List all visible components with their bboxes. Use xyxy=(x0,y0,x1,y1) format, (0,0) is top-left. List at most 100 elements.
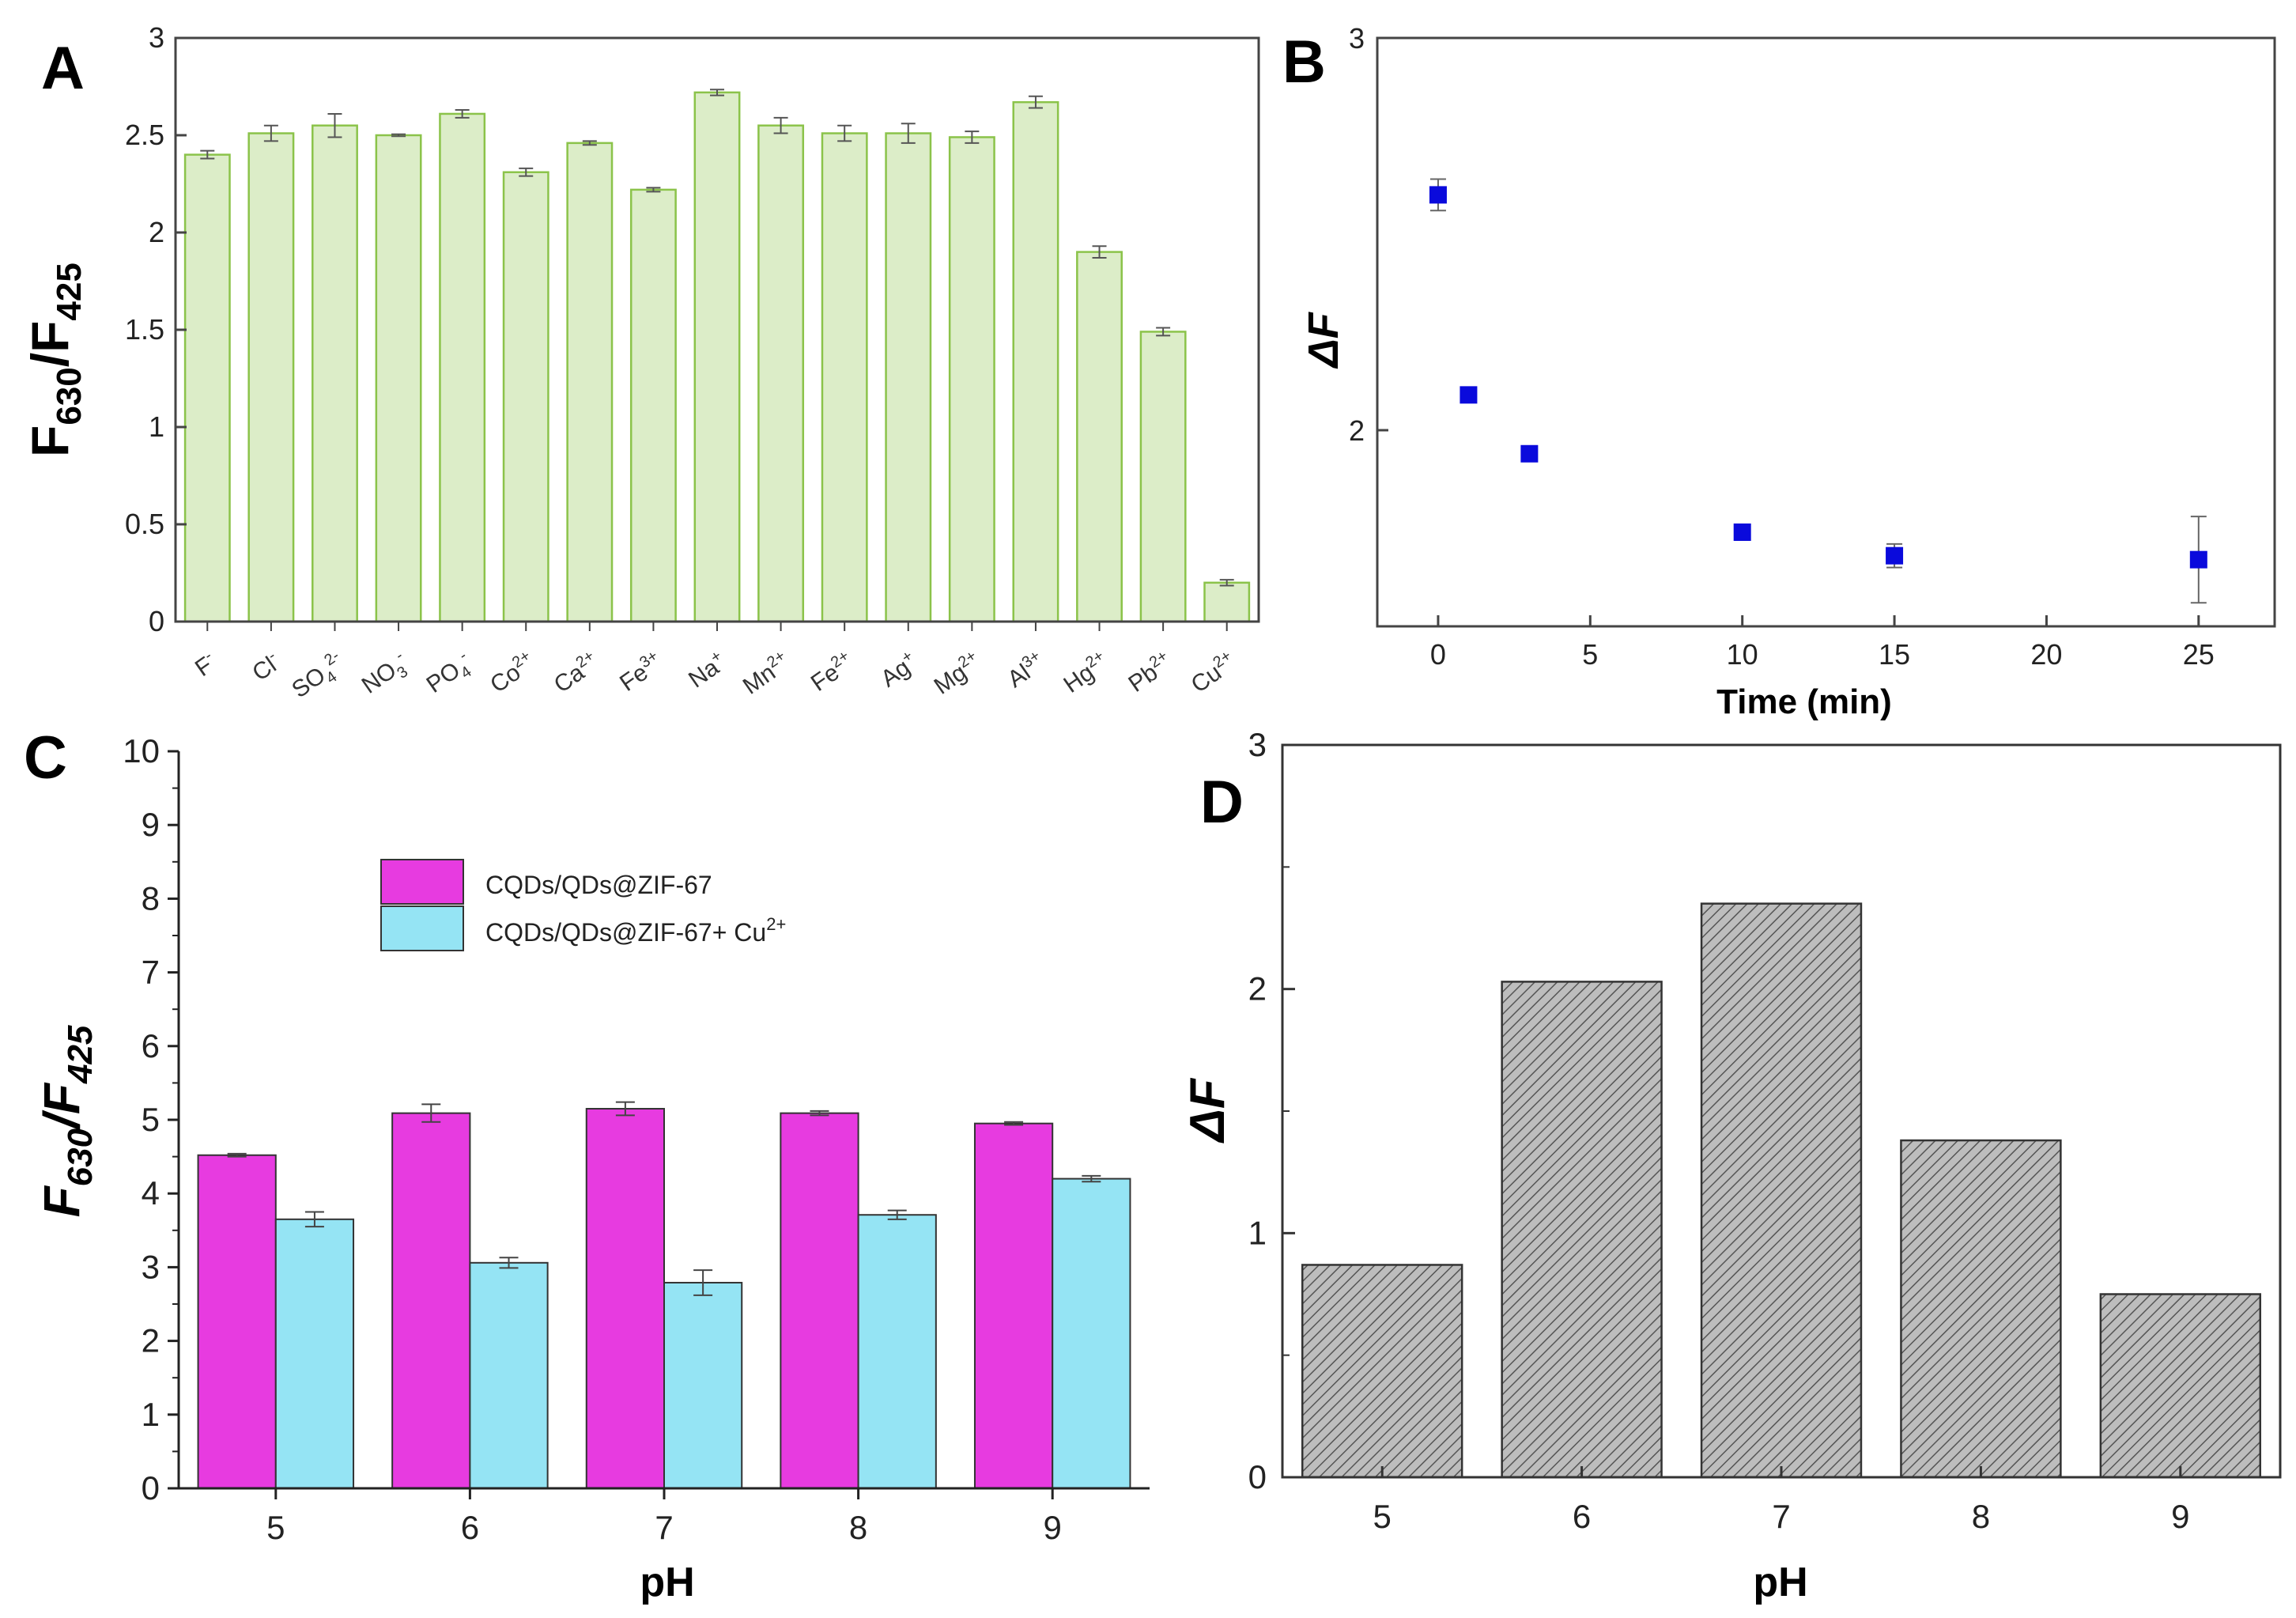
panel-c-ytick-label: 9 xyxy=(142,806,160,843)
panel-a-bar xyxy=(629,188,677,623)
panel-b-chart: 0 5 10 15 20 25 2 3 B ΔF Time (min) xyxy=(1282,22,2276,721)
panel-b-data-point xyxy=(1460,386,1478,404)
panel-a-bar xyxy=(885,132,932,623)
panel-c-ytick-label: 5 xyxy=(142,1101,160,1138)
panel-a-bar xyxy=(439,112,486,623)
panel-a-ytick-label: 3 xyxy=(149,21,164,54)
panel-a-bar xyxy=(183,153,231,623)
legend-swatch-series-1 xyxy=(380,859,464,905)
panel-a-bar xyxy=(502,171,549,623)
panel-d-xtick-label: 5 xyxy=(1373,1498,1392,1535)
panel-d-xlabel: pH xyxy=(1753,1559,1807,1605)
panel-b-ytick-label: 3 xyxy=(1349,22,1365,55)
panel-c-xtick-label: 6 xyxy=(461,1509,479,1546)
panel-c-bar-series-2 xyxy=(857,1214,937,1490)
panel-d-ytick-label: 1 xyxy=(1248,1214,1267,1251)
panel-c-bar-series-1 xyxy=(585,1108,666,1490)
panel-a-category-label: Hg2+ xyxy=(1058,647,1114,698)
panel-a-category-label: Mg2+ xyxy=(928,647,986,699)
panel-a-bar xyxy=(1139,331,1187,623)
panel-c-legend: CQDs/QDs@ZIF-67 CQDs/QDs@ZIF-67+ Cu2+ xyxy=(380,859,786,951)
panel-a-category-label: Co2+ xyxy=(484,647,540,698)
panel-a-category-label: Al3+ xyxy=(1002,647,1050,693)
panel-d-ytick-label: 0 xyxy=(1248,1458,1267,1495)
panel-b-xtick-label: 0 xyxy=(1430,638,1446,671)
panel-c-ytick-label: 2 xyxy=(142,1322,160,1359)
panel-a-category-label: SO42- xyxy=(286,647,352,707)
panel-b-ytick-label: 2 xyxy=(1349,414,1365,447)
panel-a-category-label: F- xyxy=(189,647,221,682)
legend-swatch-series-2 xyxy=(380,905,464,951)
panel-b-xtick-label: 15 xyxy=(1879,638,1910,671)
panel-c-label: C xyxy=(24,724,67,792)
panel-c-bar-series-2 xyxy=(469,1261,549,1489)
panel-d-ytick-label: 3 xyxy=(1248,726,1267,763)
panel-a-category-label: Cu2+ xyxy=(1185,647,1241,698)
panel-a-bar xyxy=(821,132,868,623)
panel-c-bar-series-1 xyxy=(391,1112,471,1490)
panel-c-ylabel: F630/F425 xyxy=(33,1025,100,1217)
panel-d-label: D xyxy=(1200,769,1244,836)
panel-a-bar xyxy=(948,136,995,623)
panel-c-xtick-label: 8 xyxy=(849,1509,867,1546)
panel-a-bar xyxy=(1203,581,1251,623)
panel-d-chart: 0 1 2 3 5 6 7 8 9 D ΔF pH xyxy=(1180,726,2282,1605)
panel-a-ytick-label: 1.5 xyxy=(125,313,164,346)
panel-c-ytick-label: 8 xyxy=(142,879,160,917)
panel-a-label: A xyxy=(41,35,85,102)
panel-c-chart: 0 1 2 3 4 5 6 7 8 9 10 5 6 7 8 9 C F630/F425 pH CQDs/QD… xyxy=(24,724,1150,1605)
panel-a-bar xyxy=(375,134,422,623)
panel-d-xtick-label: 6 xyxy=(1573,1498,1591,1535)
panel-d-xtick-label: 7 xyxy=(1772,1498,1790,1535)
panel-b-xtick-label: 5 xyxy=(1582,638,1598,671)
panel-a-category-label: Fe2+ xyxy=(805,647,859,697)
panel-a-category-label: Na+ xyxy=(682,647,731,693)
panel-a-ytick-label: 2.5 xyxy=(125,119,164,151)
panel-a-ylabel: F630/F425 xyxy=(21,263,89,457)
panel-a-bar xyxy=(1012,100,1059,623)
panel-c-ytick-label: 7 xyxy=(142,954,160,991)
panel-c-xtick-label: 5 xyxy=(266,1509,285,1546)
panel-b-xtick-label: 10 xyxy=(1727,638,1758,671)
panel-b-xtick-label: 25 xyxy=(2183,638,2215,671)
panel-d-xtick-label: 8 xyxy=(1972,1498,1990,1535)
panel-a-ytick-label: 0 xyxy=(149,605,164,637)
panel-b-data-point xyxy=(2189,550,2207,569)
panel-b-data-point xyxy=(1429,186,1447,204)
panel-a-category-label: Fe3+ xyxy=(614,647,667,697)
panel-c-ytick-label: 6 xyxy=(142,1027,160,1064)
panel-d-bar xyxy=(1501,981,1663,1479)
panel-d-bar xyxy=(2099,1293,2262,1479)
panel-a-ytick-label: 1 xyxy=(149,410,164,443)
panel-d-bar xyxy=(1900,1139,2062,1479)
panel-a-category-label: Ag+ xyxy=(874,647,922,692)
panel-c-bar-series-2 xyxy=(274,1218,355,1489)
panel-b-data-point xyxy=(1520,444,1539,463)
panel-d-xtick-label: 9 xyxy=(2171,1498,2189,1535)
panel-c-xtick-label: 9 xyxy=(1044,1509,1062,1546)
panel-a-ytick-label: 2 xyxy=(149,216,164,248)
panel-c-bar-series-1 xyxy=(197,1154,277,1489)
panel-b-frame xyxy=(1376,36,2276,628)
panel-a-bar xyxy=(566,142,614,623)
panel-b-xlabel: Time (min) xyxy=(1716,682,1892,721)
panel-c-xlabel: pH xyxy=(640,1559,694,1605)
panel-d-ylabel: ΔF xyxy=(1180,1077,1235,1144)
panel-c-bar-series-2 xyxy=(1052,1178,1131,1490)
panel-b-data-point xyxy=(1886,546,1904,565)
panel-c-bar-series-1 xyxy=(780,1112,859,1490)
panel-a-ytick-label: 0.5 xyxy=(125,508,164,540)
panel-c-bar-series-2 xyxy=(663,1281,743,1490)
panel-a-category-label: NO3- xyxy=(356,647,416,702)
panel-c-ytick-label: 1 xyxy=(142,1396,160,1433)
panel-c-ytick-label: 3 xyxy=(142,1248,160,1285)
panel-a-bar xyxy=(247,132,295,623)
panel-c-ytick-label: 4 xyxy=(142,1174,160,1212)
panel-d-bar xyxy=(1301,1264,1463,1479)
panel-a-category-label: Mn2+ xyxy=(737,647,795,699)
panel-d-bar xyxy=(1700,902,1863,1479)
panel-a-bar xyxy=(757,124,805,623)
panel-a-category-label: Ca2+ xyxy=(548,647,604,698)
panel-b-data-point xyxy=(1733,523,1751,541)
